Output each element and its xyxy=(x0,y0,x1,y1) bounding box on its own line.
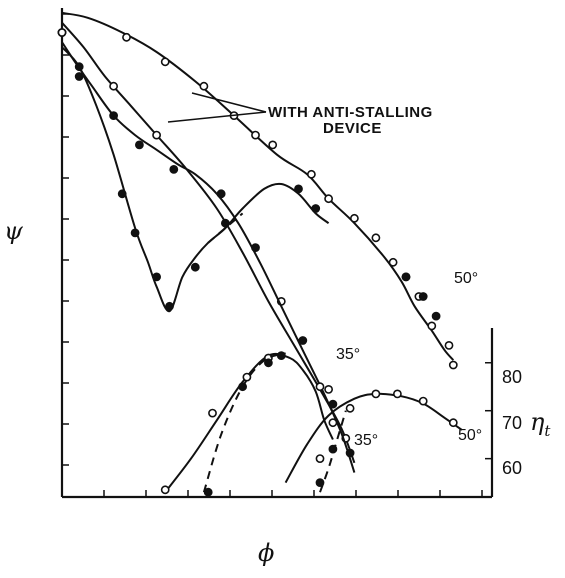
series-eta50_solid xyxy=(284,389,463,484)
data-point-psi50_no_device xyxy=(74,72,84,81)
series-eta50_dashed xyxy=(315,410,347,493)
data-point-eta35_solid xyxy=(160,485,170,495)
data-point-psi50_device xyxy=(427,321,437,331)
data-point-psi50_no_device xyxy=(401,272,411,282)
labels-group: ψ ϕ ηt 80 70 60 WITH ANTI-STALLING DEVIC… xyxy=(4,92,551,567)
data-point-psi50_device xyxy=(324,194,333,204)
data-point-eta35_solid xyxy=(208,408,217,418)
data-point-eta50_dashed xyxy=(315,478,325,487)
axes-group xyxy=(60,8,494,499)
data-point-psi35_no_device xyxy=(216,189,226,199)
data-point-psi50_no_device xyxy=(165,301,174,311)
data-point-psi35_no_device xyxy=(251,243,260,252)
data-point-psi50_no_device xyxy=(152,272,161,282)
label-psi-35: 35° xyxy=(336,346,360,363)
eta-symbol: η xyxy=(530,408,545,436)
data-point-psi50_device xyxy=(349,213,359,223)
annotation-leader-1 xyxy=(167,111,267,123)
data-point-psi50_device xyxy=(448,360,458,370)
data-point-psi35_no_device xyxy=(298,336,308,345)
data-point-psi35_device xyxy=(324,384,333,394)
data-point-psi50_device xyxy=(251,130,260,140)
series-group xyxy=(57,11,463,497)
label-eta-50: 50° xyxy=(458,427,482,444)
data-point-psi50_device xyxy=(444,340,454,350)
data-point-psi35_device xyxy=(152,130,161,140)
data-point-psi50_no_device xyxy=(117,189,127,199)
data-point-psi50_device xyxy=(388,257,398,267)
data-point-psi50_no_device xyxy=(294,184,303,194)
series-dashed-psi50_no_device xyxy=(207,212,244,244)
right-axis-label-eta: ηt xyxy=(530,408,551,440)
data-point-eta50_solid xyxy=(371,389,381,399)
data-point-eta50_solid xyxy=(315,454,325,463)
data-point-eta35_dashed xyxy=(263,358,273,368)
x-axis-label-phi: ϕ xyxy=(258,539,274,567)
data-point-psi35_no_device xyxy=(134,140,144,150)
data-point-eta50_solid xyxy=(392,389,402,399)
eta-tick-70: 70 xyxy=(502,413,522,433)
data-point-psi50_no_device xyxy=(130,228,140,238)
y-axis-label-psi: ψ xyxy=(4,217,24,245)
series-line-eta50_dashed xyxy=(319,410,347,493)
data-point-psi50_no_device xyxy=(418,292,428,301)
data-point-eta35_dashed xyxy=(276,351,286,360)
data-point-psi50_device xyxy=(122,32,131,42)
series-line-psi50_no_device xyxy=(61,46,330,313)
data-point-psi35_device xyxy=(57,28,67,37)
series-line-psi35_no_device xyxy=(61,41,356,473)
data-point-psi35_device xyxy=(109,81,118,91)
eta-tick-80: 80 xyxy=(502,367,522,387)
data-point-eta50_solid xyxy=(328,418,338,428)
data-point-psi35_no_device xyxy=(169,164,179,174)
data-point-psi50_device xyxy=(160,57,170,67)
eta-tick-60: 60 xyxy=(502,458,522,478)
data-point-psi35_no_device xyxy=(328,399,338,409)
series-psi50_device xyxy=(57,11,458,370)
data-point-psi35_no_device xyxy=(345,448,355,458)
data-point-psi50_device xyxy=(268,140,278,150)
annotation-line-1: WITH ANTI-STALLING xyxy=(268,104,433,121)
data-point-eta50_solid xyxy=(448,418,458,428)
data-point-psi50_no_device xyxy=(311,204,321,213)
data-point-eta50_solid xyxy=(418,396,428,406)
data-point-psi50_device xyxy=(199,81,209,91)
annotation-leader-2 xyxy=(191,92,267,113)
data-point-eta35_dashed xyxy=(203,487,213,497)
data-point-psi50_device xyxy=(306,169,316,179)
data-point-psi50_device xyxy=(371,233,381,243)
eta-subscript: t xyxy=(544,422,551,440)
data-point-psi50_no_device xyxy=(190,262,200,272)
data-point-psi35_no_device xyxy=(74,62,84,72)
data-point-psi50_no_device xyxy=(431,311,441,321)
data-point-eta35_dashed xyxy=(238,382,247,392)
data-point-eta50_dashed xyxy=(328,444,338,454)
data-point-eta35_solid xyxy=(315,382,325,392)
data-point-eta50_solid xyxy=(345,403,355,413)
series-eta35_dashed xyxy=(202,351,286,497)
label-psi-50: 50° xyxy=(454,270,478,287)
annotation-line-2: DEVICE xyxy=(323,120,382,137)
label-eta-35: 35° xyxy=(354,432,378,449)
data-point-psi35_no_device xyxy=(109,111,118,120)
series-line-psi50_device xyxy=(61,11,455,361)
series-psi35_no_device xyxy=(61,41,356,473)
